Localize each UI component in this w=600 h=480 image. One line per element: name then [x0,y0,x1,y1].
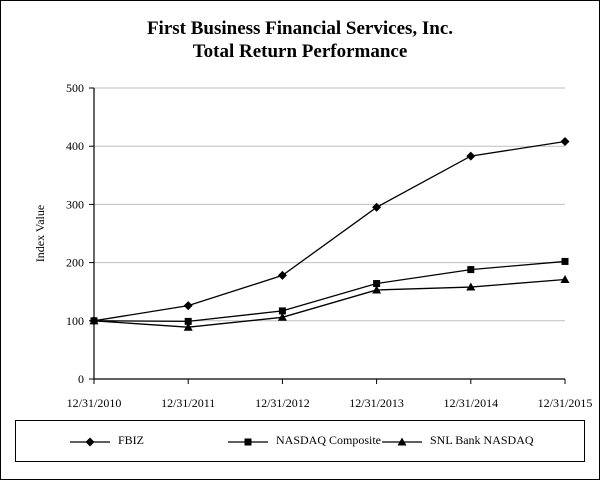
chart-title: First Business Financial Services, Inc. [146,18,454,39]
x-tick-label: 12/31/2011 [161,396,215,410]
data-point-fbiz [183,301,193,311]
x-tick-label: 12/31/2013 [349,396,404,410]
data-point-nasdaq-composite [278,307,286,315]
data-point-snl-bank-nasdaq [466,282,476,291]
data-point-fbiz [372,202,382,212]
data-point-snl-bank-nasdaq [89,316,99,325]
legend-swatch [382,437,422,446]
line-chart: 0 100 200 300 400 500 12/31/2010 12/31/2011 12/3… [33,81,593,410]
series-line-nasdaq-composite [93,260,566,323]
legend-label: FBIZ [118,433,145,447]
data-point-nasdaq-composite [184,317,192,325]
legend-label: SNL Bank NASDAQ [430,433,534,447]
data-point-snl-bank-nasdaq [183,322,193,331]
legend-label: NASDAQ Composite [276,433,382,447]
y-tick-label: 400 [66,139,84,153]
y-tick-label: 100 [66,314,84,328]
legend-swatch [228,438,268,446]
data-point-fbiz [466,151,476,161]
data-point-nasdaq-composite [561,257,569,265]
data-point-snl-bank-nasdaq [560,274,570,283]
x-tick-label: 12/31/2012 [255,396,310,410]
series-line-fbiz [93,140,566,322]
legend: FBIZ NASDAQ Composite SNL Bank NASDAQ [15,420,585,462]
data-point-nasdaq-composite [467,266,475,274]
chart-subtitle: Total Return Performance [192,41,408,62]
x-tick-label: 12/31/2015 [538,396,593,410]
x-tick-label: 12/31/2010 [67,396,122,410]
y-tick-label: 300 [66,197,84,211]
data-point-nasdaq-composite [373,280,381,288]
legend-swatch [70,437,110,447]
data-point-snl-bank-nasdaq [372,285,382,294]
data-point-fbiz [277,270,287,280]
x-tick-label: 12/31/2014 [443,396,498,410]
y-tick-label: 0 [78,372,84,386]
series-line-snl-bank-nasdaq [93,278,566,328]
y-axis-label: Index Value [33,205,47,262]
data-point-snl-bank-nasdaq [277,312,287,321]
y-tick-label: 200 [66,256,84,270]
y-tick-label: 500 [66,81,84,95]
data-point-fbiz [560,137,570,147]
